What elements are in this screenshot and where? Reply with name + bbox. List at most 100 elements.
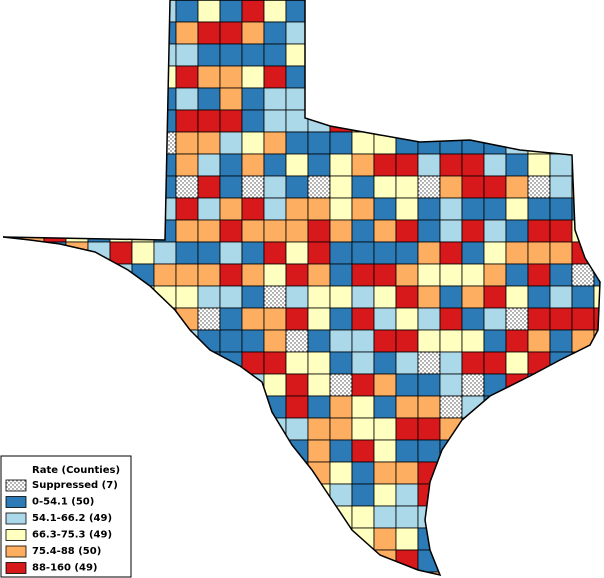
county: [263, 109, 287, 133]
county: [307, 197, 331, 221]
county: [505, 307, 529, 331]
county: [153, 461, 177, 485]
county: [549, 131, 573, 155]
county: [65, 43, 89, 67]
county: [351, 417, 375, 441]
county: [351, 21, 375, 45]
county: [395, 65, 419, 89]
county: [131, 571, 155, 575]
county: [505, 197, 529, 221]
county: [593, 87, 600, 111]
county: [527, 87, 551, 111]
county: [153, 109, 177, 133]
county: [65, 373, 89, 397]
county: [329, 43, 353, 67]
county: [3, 285, 23, 309]
county: [307, 153, 331, 177]
county: [153, 373, 177, 397]
county: [153, 241, 177, 265]
county: [439, 43, 463, 67]
county: [417, 263, 441, 287]
county: [285, 329, 309, 353]
county: [219, 21, 243, 45]
county: [241, 329, 265, 353]
county: [241, 131, 265, 155]
county: [439, 285, 463, 309]
county: [3, 153, 23, 177]
county: [43, 65, 67, 89]
county: [395, 0, 419, 23]
county: [87, 197, 111, 221]
county: [571, 571, 595, 575]
county: [307, 285, 331, 309]
county: [439, 527, 463, 551]
county: [219, 417, 243, 441]
county: [241, 373, 265, 397]
county: [329, 87, 353, 111]
legend-label: 0-54.1 (50): [32, 497, 94, 508]
county: [241, 307, 265, 331]
county: [241, 43, 265, 67]
county: [461, 329, 485, 353]
county: [439, 483, 463, 507]
county: [131, 153, 155, 177]
county: [439, 263, 463, 287]
county: [549, 87, 573, 111]
county: [395, 285, 419, 309]
county: [285, 373, 309, 397]
county: [417, 21, 441, 45]
county: [329, 549, 353, 573]
county: [417, 109, 441, 133]
county: [527, 461, 551, 485]
county: [373, 505, 397, 529]
legend-swatch: [5, 545, 27, 558]
county: [417, 87, 441, 111]
county: [21, 417, 45, 441]
county: [549, 439, 573, 463]
county: [285, 219, 309, 243]
county: [175, 153, 199, 177]
county: [307, 527, 331, 551]
county: [21, 373, 45, 397]
county: [395, 175, 419, 199]
county: [439, 109, 463, 133]
county: [461, 395, 485, 419]
county: [417, 351, 441, 375]
county: [505, 153, 529, 177]
county: [263, 197, 287, 221]
county: [241, 439, 265, 463]
county: [461, 351, 485, 375]
county: [549, 329, 573, 353]
county: [505, 43, 529, 67]
county: [197, 571, 221, 575]
county: [65, 329, 89, 353]
county: [65, 175, 89, 199]
county: [175, 263, 199, 287]
county: [549, 197, 573, 221]
county: [65, 87, 89, 111]
county: [131, 241, 155, 265]
county: [571, 307, 595, 331]
county: [329, 395, 353, 419]
county: [285, 417, 309, 441]
county: [43, 153, 67, 177]
county: [175, 395, 199, 419]
county: [373, 175, 397, 199]
legend-label: Suppressed (7): [32, 480, 118, 491]
county: [395, 417, 419, 441]
county: [153, 395, 177, 419]
legend-swatch: [5, 479, 27, 492]
county: [263, 263, 287, 287]
county: [175, 241, 199, 265]
county: [21, 307, 45, 331]
county: [373, 241, 397, 265]
county: [241, 285, 265, 309]
county: [87, 65, 111, 89]
county: [241, 241, 265, 265]
county: [483, 219, 507, 243]
county: [373, 153, 397, 177]
county: [373, 263, 397, 287]
legend-label: 54.1-66.2 (49): [32, 513, 112, 524]
county: [549, 65, 573, 89]
